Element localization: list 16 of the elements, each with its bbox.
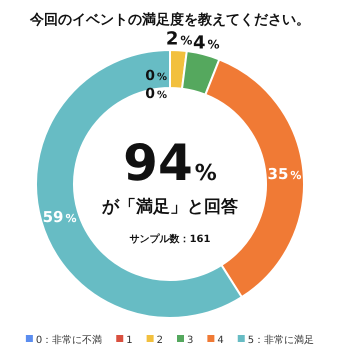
text: 0% (145, 86, 167, 102)
legend-label: 5：非常に満足 (248, 334, 314, 346)
data-label: 2% (166, 28, 192, 50)
data-label: 59% (42, 208, 77, 226)
legend-label: 0：非常に不満 (36, 334, 102, 346)
legend-label: 2 (156, 335, 163, 346)
legend-label: 4 (217, 335, 224, 346)
data-label: 35% (268, 165, 302, 184)
text: サンプル数：161 (130, 233, 210, 245)
chart-title: 今回のイベントの満足度を教えてください。 (29, 11, 310, 28)
text: が「満足」と回答 (101, 197, 238, 217)
text: 94% (123, 134, 217, 192)
data-label: 4% (193, 32, 220, 54)
legend-label: 1 (126, 335, 133, 346)
legend-label: 3 (187, 335, 194, 346)
text: 0% (145, 68, 167, 84)
